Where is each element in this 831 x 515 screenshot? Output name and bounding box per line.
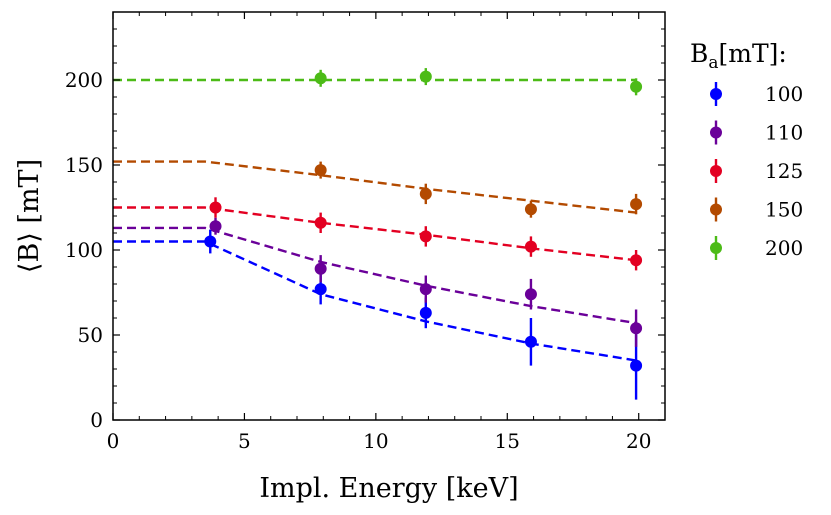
model-line-150	[113, 160, 637, 214]
series-points	[204, 68, 643, 400]
data-point	[419, 187, 432, 200]
legend-label: 100	[765, 82, 803, 106]
data-point	[524, 335, 537, 348]
y-tick-label: 50	[78, 323, 103, 347]
y-tick-label: 0	[90, 408, 103, 432]
x-tick-label: 20	[626, 429, 651, 453]
x-tick-label: 10	[363, 429, 388, 453]
legend-marker	[710, 88, 722, 100]
data-point	[209, 201, 222, 214]
legend-marker	[710, 203, 722, 216]
x-tick-label: 5	[238, 429, 251, 453]
y-axis-label: ⟨B⟩ [mT]	[14, 159, 45, 273]
data-point	[314, 72, 327, 85]
series-150	[314, 161, 643, 218]
data-point	[630, 80, 643, 93]
data-point	[314, 216, 327, 229]
data-point	[314, 283, 327, 296]
legend-marker	[710, 165, 722, 177]
legend-label: 200	[765, 236, 803, 260]
legend-label: 110	[765, 121, 803, 145]
data-point	[630, 322, 643, 335]
legend-title: Ba[mT]:	[690, 39, 787, 73]
y-axis-label-symbol: ⟨B⟩	[14, 232, 45, 273]
legend-label: 125	[765, 159, 803, 183]
y-axis-label-unit: [mT]	[14, 159, 45, 224]
legend-title-base: B	[690, 39, 708, 68]
series-110	[209, 217, 643, 347]
model-line-100	[113, 240, 637, 362]
legend-entry-110: 110	[710, 120, 803, 145]
model-line-125	[113, 206, 637, 262]
data-point	[314, 262, 327, 275]
data-point	[630, 254, 643, 267]
data-point	[419, 306, 432, 319]
model-line-110	[113, 226, 637, 325]
data-point	[419, 70, 432, 83]
axis-ticks	[112, 11, 666, 421]
legend-title-sub: a	[708, 53, 718, 73]
data-point	[419, 230, 432, 243]
data-point	[630, 198, 643, 211]
legend-marker	[710, 242, 722, 254]
legend-entry-200: 200	[710, 236, 803, 260]
x-axis-label: Impl. Energy [keV]	[259, 473, 518, 504]
series-125	[209, 197, 643, 271]
legend-marker	[710, 126, 722, 139]
x-tick-label: 0	[107, 429, 120, 453]
y-tick-label: 100	[65, 238, 103, 262]
data-point	[204, 235, 217, 248]
data-point	[524, 288, 537, 301]
legend-entry-150: 150	[710, 197, 803, 222]
data-point	[419, 283, 432, 296]
legend-entry-100: 100	[710, 82, 803, 106]
data-point	[524, 240, 537, 253]
series-200	[314, 68, 643, 96]
legend-label: 150	[765, 198, 803, 222]
series-100	[204, 229, 643, 400]
data-point	[524, 203, 537, 216]
x-tick-label: 15	[495, 429, 520, 453]
model-lines	[113, 78, 637, 362]
legend-entry-125: 125	[710, 159, 803, 183]
data-point	[314, 164, 327, 177]
y-tick-label: 200	[65, 68, 103, 92]
data-point	[209, 220, 222, 233]
y-tick-label: 150	[65, 153, 103, 177]
legend-title-rest: [mT]:	[719, 39, 787, 68]
legend-entries: 100 110 125 150 200	[710, 82, 803, 260]
legend: Ba[mT]: 100 110 125 150 200	[690, 39, 803, 260]
data-point	[630, 359, 643, 372]
